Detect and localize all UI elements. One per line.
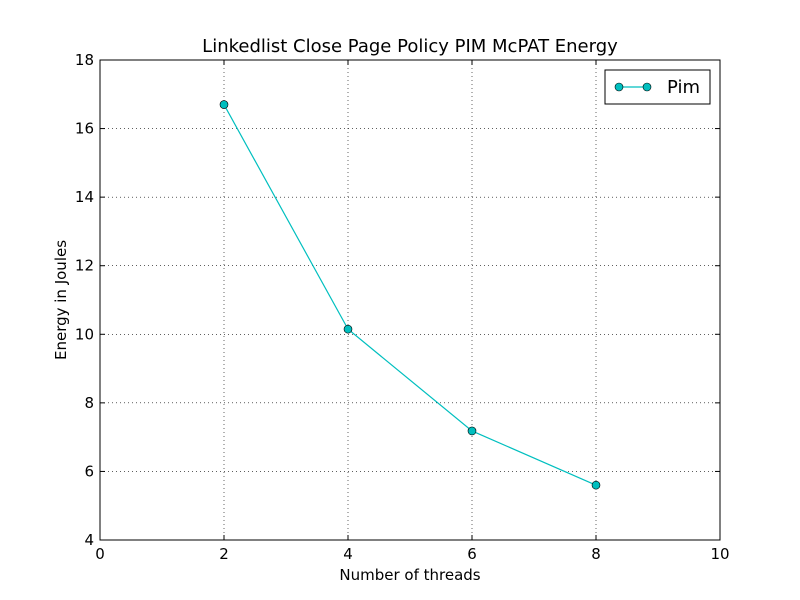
x-axis-label: Number of threads — [339, 566, 480, 584]
x-tick-label: 4 — [343, 545, 353, 563]
chart-title: Linkedlist Close Page Policy PIM McPAT E… — [202, 36, 618, 57]
series-layer — [219, 100, 601, 490]
plot-frame — [99, 59, 721, 541]
x-tick-label: 0 — [95, 545, 105, 563]
y-axis-label: Energy in Joules — [52, 240, 70, 360]
series-line-pim — [223, 104, 597, 486]
y-tick-label: 4 — [84, 531, 94, 549]
data-point — [467, 426, 477, 436]
data-point — [343, 324, 353, 334]
tick-marks — [99, 59, 721, 541]
legend-marker — [642, 82, 652, 92]
legend-entry-pim: Pim — [667, 77, 700, 98]
x-tick-label: 10 — [710, 545, 729, 563]
y-tick-label: 18 — [75, 51, 94, 69]
y-tick-label: 12 — [75, 257, 94, 275]
x-tick-label: 8 — [591, 545, 601, 563]
y-tick-label: 14 — [75, 188, 94, 206]
y-tick-label: 6 — [84, 462, 94, 480]
x-tick-label: 2 — [219, 545, 229, 563]
legend-marker — [614, 82, 624, 92]
data-point — [219, 100, 229, 109]
grid-lines — [100, 60, 720, 540]
y-tick-label: 16 — [75, 120, 94, 138]
data-point — [591, 480, 601, 490]
y-tick-label: 8 — [84, 394, 94, 412]
legend: Pim — [604, 69, 711, 105]
y-tick-label: 10 — [75, 325, 94, 343]
tick-labels: 0 2 4 6 8 10 4 6 8 10 12 14 16 18 — [75, 51, 730, 563]
x-tick-label: 6 — [467, 545, 477, 563]
